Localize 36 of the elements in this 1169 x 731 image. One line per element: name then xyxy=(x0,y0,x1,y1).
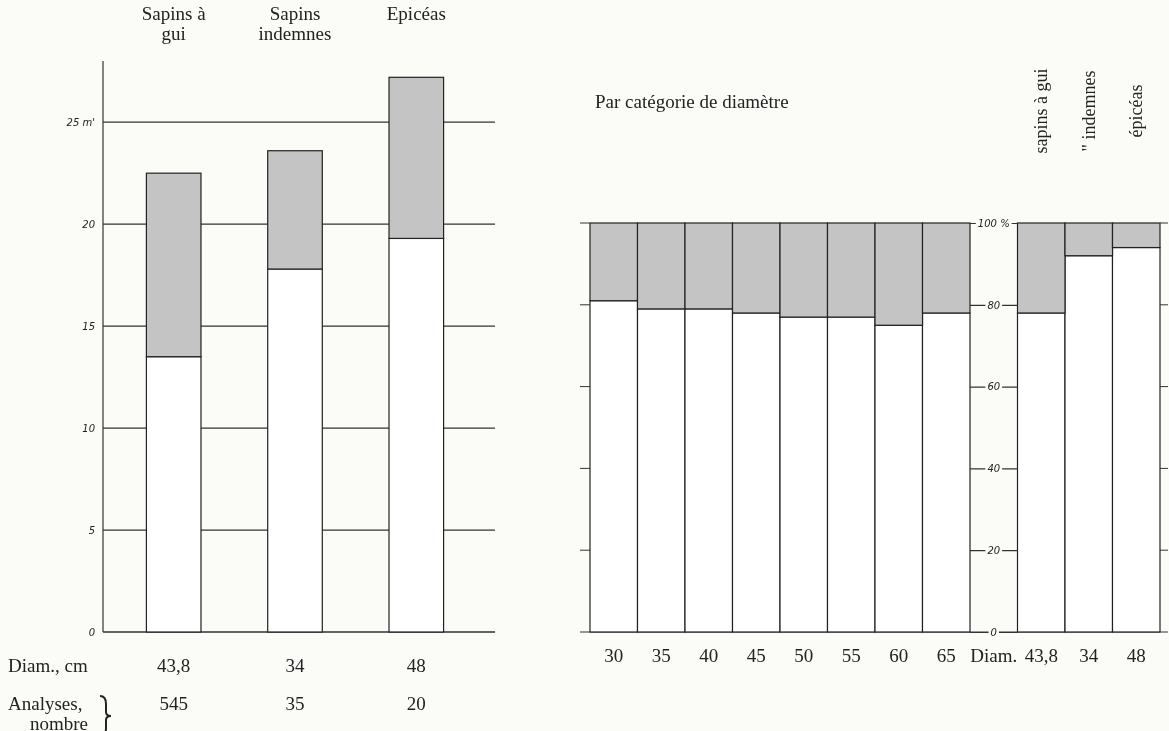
text: épicéas xyxy=(1126,84,1147,138)
x-tick-label: Sapins indemnes xyxy=(258,3,332,44)
text: Diam., cm xyxy=(8,655,88,676)
x-tick-label: 34 xyxy=(1079,645,1099,666)
y-tick-label: 20 xyxy=(82,219,95,231)
y-tick-label: 0 xyxy=(88,627,95,638)
x-tick-label: Epicéas xyxy=(386,3,446,24)
text: 545 xyxy=(159,693,188,714)
y-tick-label: 40 xyxy=(987,463,1001,475)
y-tick-label: 100 % xyxy=(977,217,1010,229)
x-tick-label: 40 xyxy=(699,645,719,666)
y-tick-label: 60 xyxy=(987,381,1001,393)
x-tick-label: 45 xyxy=(746,645,766,666)
y-tick-label: 10 xyxy=(82,423,95,435)
text: 20 xyxy=(406,693,426,714)
text: sapins à gui xyxy=(1031,68,1052,154)
x-tick-label: 48 xyxy=(1126,645,1146,666)
y-tick-label: 5 xyxy=(88,525,95,537)
x-tick-label: Sapins à gui xyxy=(141,3,207,44)
x-tick-label: 65 xyxy=(936,645,956,666)
x-tick-label: 30 xyxy=(604,645,624,666)
y-tick-label: 20 xyxy=(987,544,1001,556)
x-tick-label: 35 xyxy=(651,645,671,666)
x-tick-label: Diam. xyxy=(970,645,1018,666)
y-tick-label: 15 xyxy=(82,321,95,333)
y-tick-label: 80 xyxy=(987,299,1001,311)
x-tick-label: 55 xyxy=(841,645,861,666)
text: " indemnes xyxy=(1078,70,1099,152)
chart-title: Par catégorie de diamètre xyxy=(595,91,789,112)
x-tick-label: 50 xyxy=(794,645,814,666)
text: Analyses, nombre xyxy=(8,693,89,731)
text: 35 xyxy=(285,693,305,714)
y-tick-label: 25 m' xyxy=(66,117,95,129)
x-tick-label: 43,8 xyxy=(1024,645,1058,666)
x-tick-label: 60 xyxy=(889,645,909,666)
y-tick-label: 0 xyxy=(990,626,997,638)
